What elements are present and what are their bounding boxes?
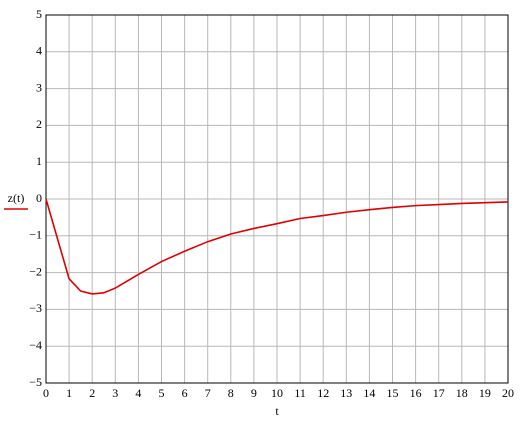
x-axis-label: t	[275, 404, 279, 418]
y-tick-label: −1	[29, 228, 42, 242]
y-tick-label: −3	[29, 301, 42, 315]
y-tick-label: 1	[36, 154, 42, 168]
x-tick-label: 15	[387, 386, 399, 400]
x-tick-label: 18	[456, 386, 468, 400]
legend-label: z(t)	[8, 191, 25, 205]
x-tick-label: 7	[205, 386, 211, 400]
x-tick-label: 4	[135, 386, 141, 400]
y-tick-label: 2	[36, 117, 42, 131]
y-tick-label: −4	[29, 338, 42, 352]
x-tick-label: 8	[228, 386, 234, 400]
x-tick-label: 1	[66, 386, 72, 400]
x-tick-label: 20	[502, 386, 514, 400]
x-tick-label: 16	[410, 386, 422, 400]
x-tick-label: 9	[251, 386, 257, 400]
x-tick-label: 19	[479, 386, 491, 400]
y-tick-label: −5	[29, 375, 42, 389]
x-tick-label: 3	[112, 386, 118, 400]
y-tick-label: 0	[36, 191, 42, 205]
line-series	[45, 198, 509, 295]
x-tick-label: 5	[159, 386, 165, 400]
x-tick-label: 14	[363, 386, 375, 400]
x-tick-label: 11	[294, 386, 306, 400]
y-tick-label: 3	[36, 80, 42, 94]
x-tick-label: 10	[271, 386, 283, 400]
x-tick-label: 17	[433, 386, 445, 400]
x-tick-label: 0	[43, 386, 49, 400]
x-tick-label: 6	[182, 386, 188, 400]
x-tick-label: 12	[317, 386, 329, 400]
y-tick-label: 5	[36, 7, 42, 21]
y-tick-label: 4	[36, 44, 42, 58]
x-tick-label: 13	[340, 386, 352, 400]
x-tick-label: 2	[89, 386, 95, 400]
y-tick-label: −2	[29, 264, 42, 278]
